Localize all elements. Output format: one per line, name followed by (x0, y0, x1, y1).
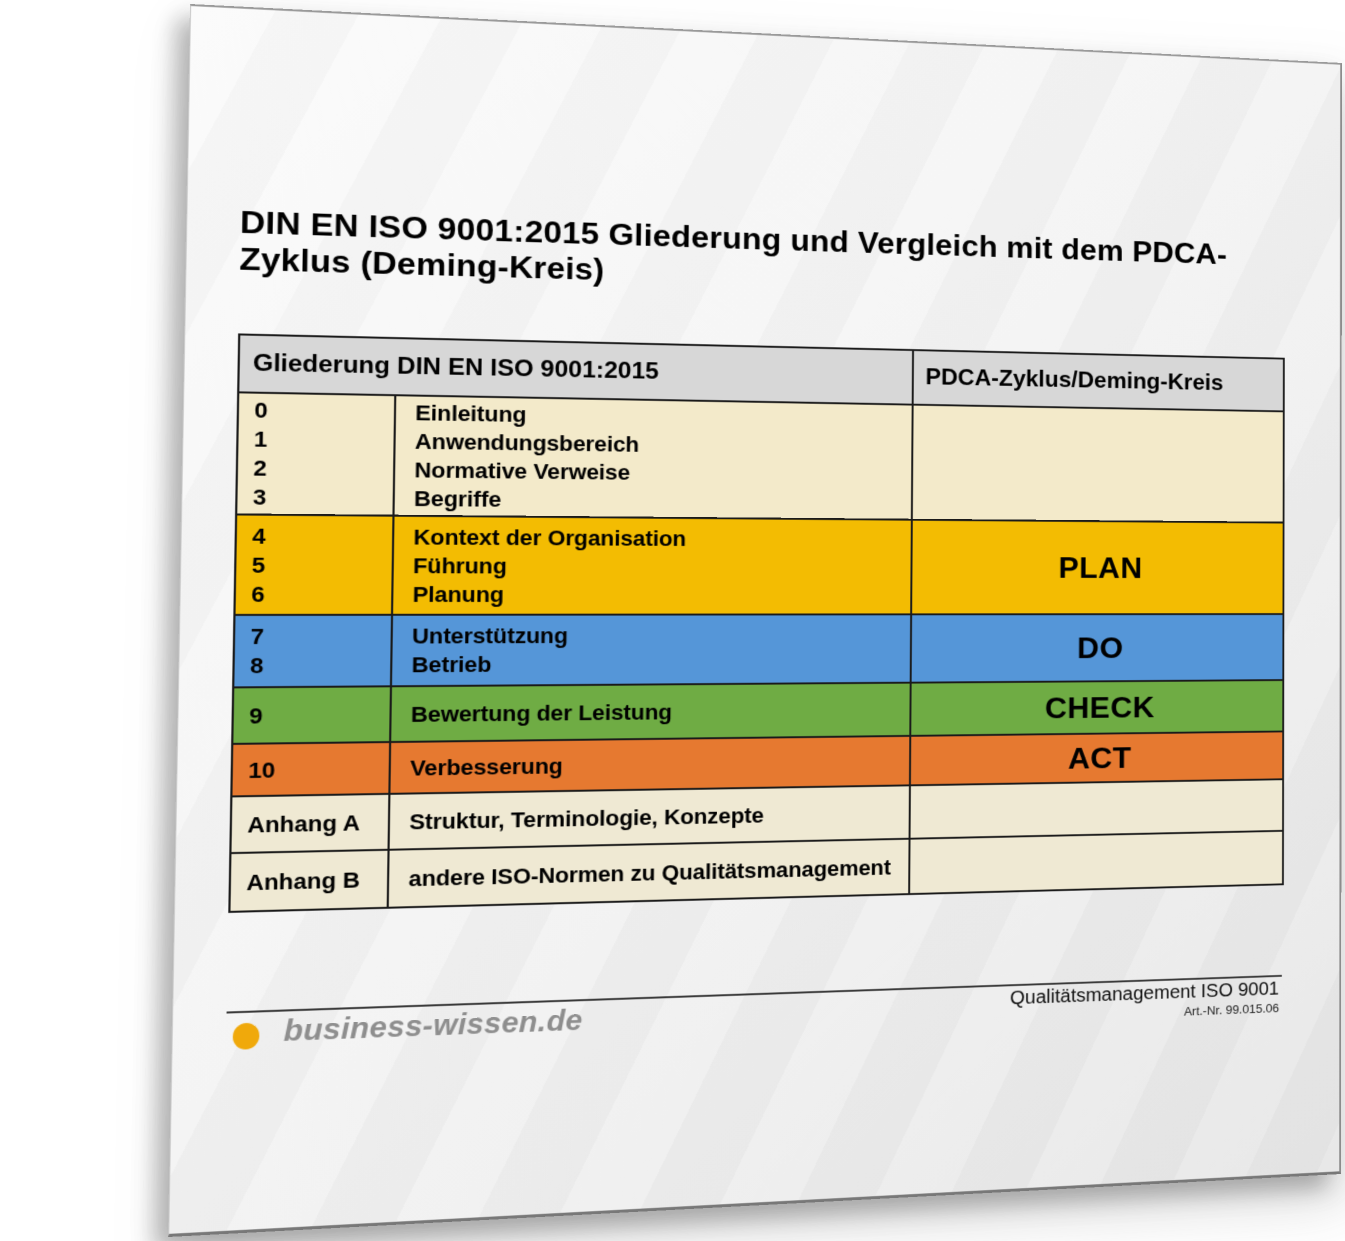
footer-right-block: Qualitätsmanagement ISO 9001 Art.-Nr. 99… (1010, 979, 1279, 1025)
brand-logo-text: business-wissen.de (283, 1005, 583, 1049)
iso-pdca-table: Gliederung DIN EN ISO 9001:2015 PDCA-Zyk… (228, 333, 1285, 913)
table-row: 7 8 Unterstützung Betrieb DO (233, 614, 1284, 688)
clause-titles-cell: Unterstützung Betrieb (390, 614, 912, 687)
table-row: 0 1 2 3 Einleitung Anwendungsbereich Nor… (236, 392, 1284, 523)
pdca-cell: PLAN (911, 519, 1284, 615)
clause-numbers-cell: 4 5 6 (234, 514, 394, 615)
table-header-pdca: PDCA-Zyklus/Deming-Kreis (912, 350, 1284, 412)
brand-dot-icon (232, 1022, 260, 1050)
pdca-cell (909, 779, 1284, 839)
table-row: 4 5 6 Kontext der Organisation Führung P… (234, 514, 1284, 615)
clause-titles-cell: Bewertung der Leistung (390, 682, 911, 743)
clause-numbers-cell: 0 1 2 3 (236, 392, 396, 516)
pdca-cell: DO (910, 614, 1284, 683)
pdca-cell: CHECK (910, 680, 1284, 736)
clause-numbers-cell: 9 (232, 686, 391, 744)
annex-label-cell: Anhang B (229, 849, 389, 912)
clause-numbers-cell: 10 (231, 742, 391, 797)
clause-numbers-cell: 7 8 (233, 614, 393, 688)
page-title: DIN EN ISO 9001:2015 Gliederung und Verg… (239, 203, 1228, 287)
pdca-cell (911, 404, 1284, 523)
annex-title-cell: andere ISO-Normen zu Qualitätsmanagement (387, 838, 910, 908)
pdca-cell: ACT (909, 731, 1284, 786)
clause-titles-cell: Einleitung Anwendungsbereich Normative V… (393, 395, 913, 520)
clause-titles-cell: Verbesserung (389, 735, 911, 794)
pdca-cell (909, 830, 1284, 895)
annex-label-cell: Anhang A (230, 793, 390, 854)
paper-sheet: DIN EN ISO 9001:2015 Gliederung und Verg… (168, 4, 1343, 1238)
clause-titles-cell: Kontext der Organisation Führung Planung (392, 515, 912, 615)
